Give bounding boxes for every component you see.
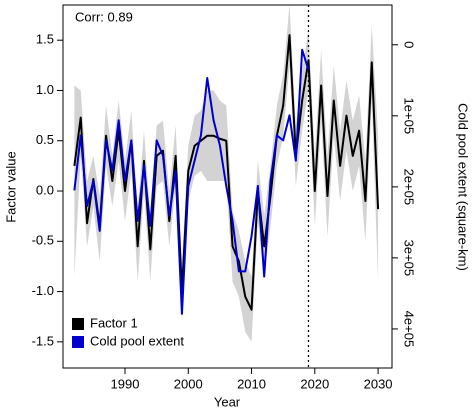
x-tick-label: 2020 [300, 376, 329, 391]
annotation: Corr: 0.89 [75, 9, 133, 24]
y2-tick-label: 3e+05 [402, 240, 417, 277]
legend-swatch [72, 318, 84, 330]
y-tick-label: -1.5 [32, 333, 54, 348]
y-tick-label: -0.5 [32, 233, 54, 248]
series-line [73, 34, 380, 311]
confidence-band [74, 5, 379, 342]
y-tick-label: 0.0 [36, 182, 54, 197]
legend-label: Factor 1 [90, 315, 138, 330]
x-tick-label: 2000 [174, 376, 203, 391]
x-tick-label: 1990 [111, 376, 140, 391]
y-tick-label: 0.5 [36, 132, 54, 147]
x-tick-label: 2030 [364, 376, 393, 391]
legend-swatch [72, 336, 84, 348]
y-tick-label: 1.0 [36, 82, 54, 97]
x-axis-label: Year [214, 394, 241, 409]
y-tick-label: 1.5 [36, 32, 54, 47]
y2-tick-label: 2e+05 [402, 169, 417, 206]
y-axis-label: Factor value [3, 151, 18, 223]
series-line [73, 48, 310, 315]
y2-tick-label: 4e+05 [402, 311, 417, 348]
x-tick-label: 2010 [237, 376, 266, 391]
legend-label: Cold pool extent [90, 333, 184, 348]
y2-tick-label: 1e+05 [402, 98, 417, 135]
y-tick-label: -1.0 [32, 283, 54, 298]
y2-tick-label: 0 [402, 41, 417, 48]
y2-axis-label: Cold pool extent (square-km) [456, 103, 471, 271]
